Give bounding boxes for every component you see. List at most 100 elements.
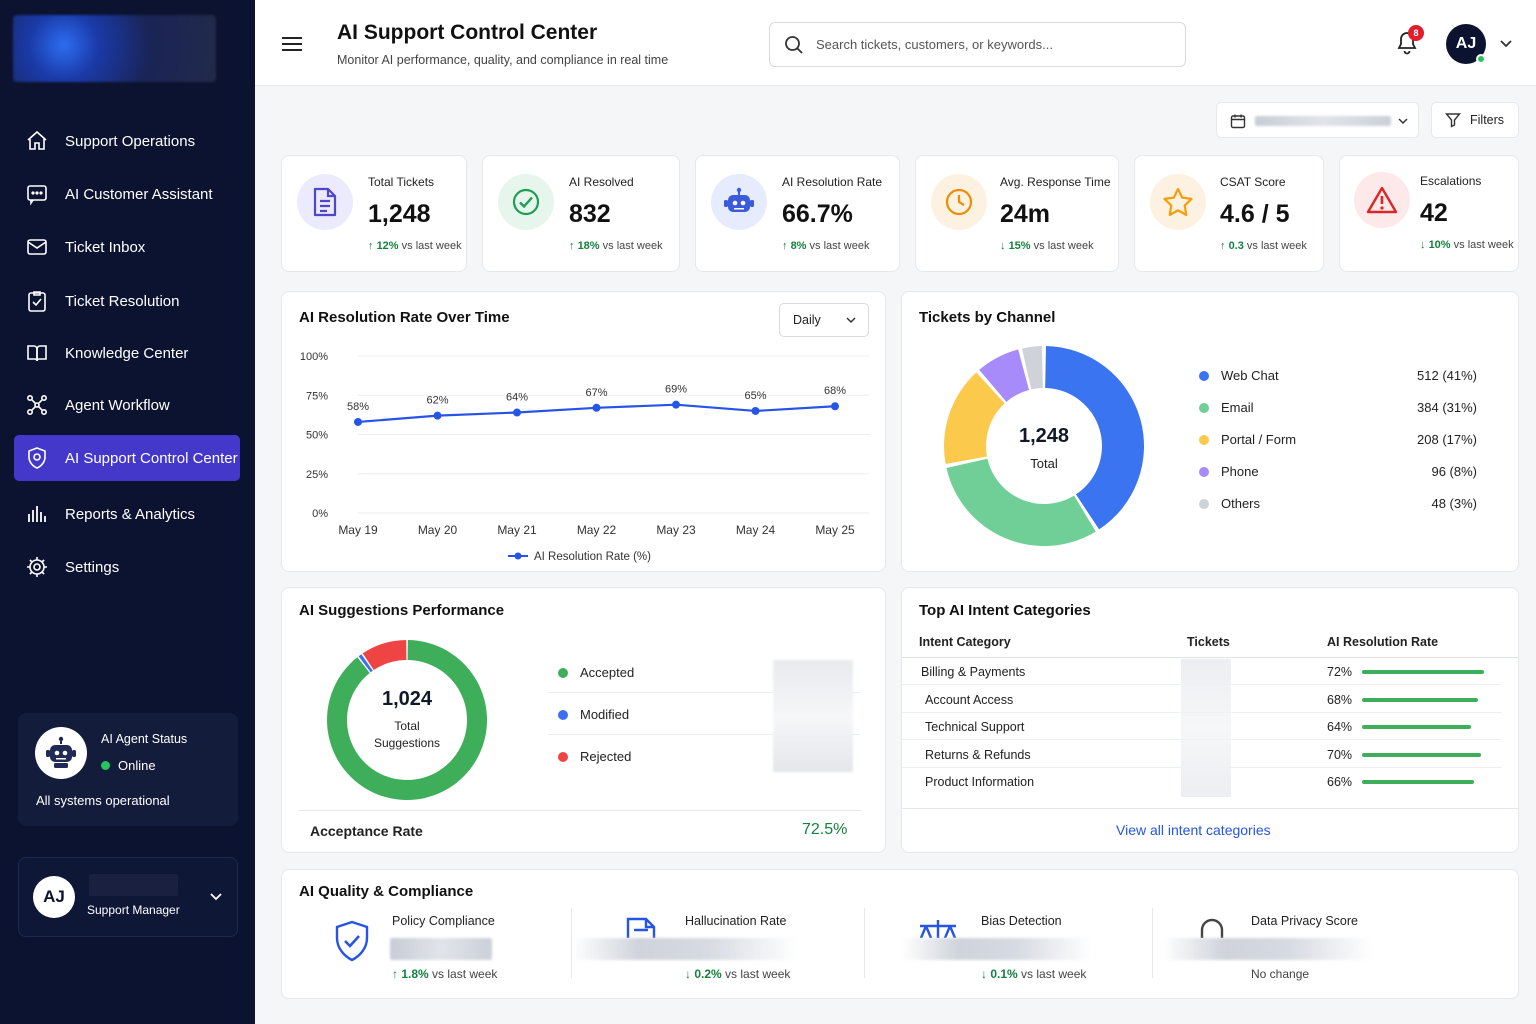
rate-bar <box>1362 697 1478 702</box>
panel-title: AI Resolution Rate Over Time <box>299 309 510 326</box>
sidebar-item-knowledge-center[interactable]: Knowledge Center <box>14 330 240 376</box>
kpi-trend: ↑ 18% vs last week <box>569 240 663 252</box>
quality-trend: ↓ 0.2% vs last week <box>685 967 791 981</box>
legend-value: 96 (8%) <box>1431 464 1477 479</box>
kpi-value: 832 <box>569 200 611 228</box>
period-select[interactable]: Daily <box>779 303 869 337</box>
legend-accepted: Accepted <box>558 665 634 680</box>
sidebar-item-label: AI Customer Assistant <box>65 185 213 203</box>
quality-value-redacted <box>902 938 1092 960</box>
chevron-down-icon <box>846 317 856 324</box>
y-tick-label: 75% <box>306 390 328 402</box>
legend-value: 384 (31%) <box>1417 400 1477 415</box>
legend-label: Phone <box>1221 464 1259 479</box>
workflow-icon <box>26 394 47 415</box>
user-card[interactable]: AJ Support Manager <box>18 857 238 937</box>
donut-center-label: Suggestions <box>373 736 441 750</box>
sidebar-item-support-operations[interactable]: Support Operations <box>14 118 240 164</box>
page-title: AI Support Control Center <box>337 21 598 44</box>
quality-label: Data Privacy Score <box>1251 914 1358 928</box>
down-arrow-icon: ↓ <box>685 967 695 981</box>
kpi-trend: ↑ 0.3 vs last week <box>1220 240 1307 252</box>
agent-status-state: Online <box>101 758 156 773</box>
kpi-card-csat-score: CSAT Score 4.6 / 5 ↑ 0.3 vs last week <box>1134 155 1324 272</box>
sidebar-item-ticket-inbox[interactable]: Ticket Inbox <box>14 224 240 270</box>
kpi-trend: ↑ 12% vs last week <box>368 240 462 252</box>
donut-slice <box>946 458 1096 546</box>
quality-trend: ↓ 0.1% vs last week <box>981 967 1087 981</box>
online-indicator <box>101 761 110 770</box>
down-arrow-icon: ↓ <box>1420 239 1429 251</box>
channel-legend-item: Others 48 (3%) <box>1199 496 1477 511</box>
legend-dot <box>1199 498 1209 509</box>
sidebar-item-label: Knowledge Center <box>65 344 189 362</box>
kpi-value: 1,248 <box>368 200 431 228</box>
chevron-down-icon[interactable] <box>1500 40 1512 48</box>
chat-icon <box>27 185 47 206</box>
agent-status-message: All systems operational <box>36 793 170 808</box>
panel-title: Top AI Intent Categories <box>919 602 1091 619</box>
agent-status-card: AI Agent Status Online All systems opera… <box>18 713 238 826</box>
legend-value: 512 (41%) <box>1417 368 1477 383</box>
acceptance-rate-value: 72.5% <box>802 821 848 838</box>
up-arrow-icon: ↑ <box>569 240 578 252</box>
legend-label: Email <box>1221 400 1254 415</box>
calendar-icon <box>1230 114 1246 129</box>
home-icon <box>27 130 47 150</box>
lock-icon <box>1200 918 1224 938</box>
sidebar-item-label: Ticket Resolution <box>65 292 180 310</box>
intent-categories-panel: Top AI Intent Categories Intent Category… <box>901 587 1519 853</box>
sidebar-item-label: AI Support Control Center <box>65 449 238 467</box>
kpi-title: CSAT Score <box>1220 175 1286 189</box>
sidebar-item-reports-analytics[interactable]: Reports & Analytics <box>14 491 240 537</box>
notifications-button[interactable]: 8 <box>1395 25 1424 58</box>
channel-legend-item: Phone 96 (8%) <box>1199 464 1477 479</box>
shield-icon <box>28 447 46 469</box>
quality-label: Hallucination Rate <box>685 914 787 928</box>
kpi-delta-suffix: vs last week <box>1453 239 1514 251</box>
quality-compliance-panel: AI Quality & Compliance Policy Complianc… <box>281 869 1519 999</box>
kpi-title: Total Tickets <box>368 175 435 189</box>
legend-marker <box>514 552 522 560</box>
date-range-picker[interactable] <box>1216 102 1419 138</box>
resolution-rate: 70% <box>1327 747 1353 762</box>
donut-slice <box>362 640 407 671</box>
data-label: 62% <box>426 395 448 407</box>
quality-trend: No change <box>1251 967 1310 981</box>
kpi-title: AI Resolution Rate <box>782 175 883 189</box>
kpi-delta: 18% <box>577 240 600 252</box>
filters-button[interactable]: Filters <box>1431 102 1519 138</box>
data-label: 67% <box>585 387 607 399</box>
channel-legend-item: Portal / Form 208 (17%) <box>1199 432 1477 447</box>
search-input[interactable] <box>816 37 1156 52</box>
values-redacted <box>773 660 853 772</box>
y-tick-label: 0% <box>312 508 328 520</box>
data-point <box>513 408 521 417</box>
donut-slice <box>1045 346 1144 530</box>
sidebar-item-ticket-resolution[interactable]: Ticket Resolution <box>14 278 240 324</box>
search-box[interactable] <box>769 22 1186 67</box>
sidebar-item-agent-workflow[interactable]: Agent Workflow <box>14 382 240 428</box>
bar-chart-icon <box>28 506 46 522</box>
chevron-down-icon[interactable] <box>210 893 222 901</box>
sidebar-item-ai-support-control-center[interactable]: AI Support Control Center <box>14 435 240 481</box>
sidebar-item-ai-customer-assistant[interactable]: AI Customer Assistant <box>14 171 240 217</box>
legend-label: Web Chat <box>1221 368 1279 383</box>
sidebar: Support Operations AI Customer Assistant… <box>0 0 255 1024</box>
donut-center-value: 1,248 <box>1018 425 1070 447</box>
sidebar-item-label: Agent Workflow <box>65 396 170 414</box>
kpi-value: 24m <box>1000 200 1051 228</box>
user-role: Support Manager <box>87 903 180 917</box>
data-point <box>751 406 760 415</box>
down-arrow-icon: ↓ <box>981 967 991 981</box>
robot-avatar <box>35 727 87 779</box>
kpi-delta: 15% <box>1008 240 1031 252</box>
donut-center-label: Total <box>1030 456 1058 471</box>
sidebar-item-settings[interactable]: Settings <box>14 544 240 590</box>
row-divider <box>902 766 1502 768</box>
donut-center-label: Total <box>394 719 420 733</box>
quality-value-redacted <box>1162 938 1372 960</box>
menu-icon[interactable] <box>282 36 302 52</box>
kpi-delta: 0.3 <box>1228 240 1244 252</box>
view-all-intents-link[interactable]: View all intent categories <box>1116 822 1271 838</box>
